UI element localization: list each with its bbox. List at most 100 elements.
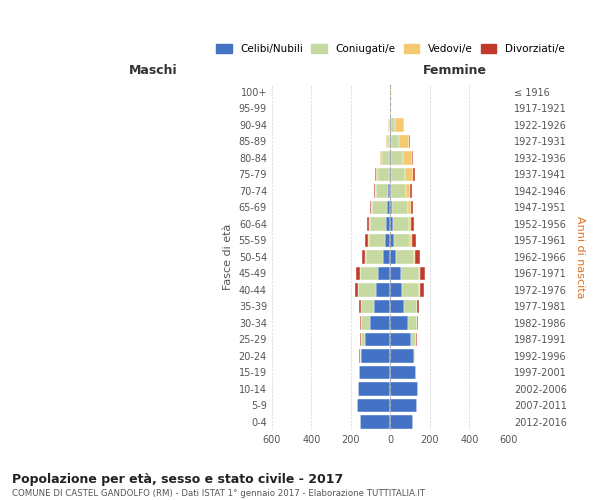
Bar (391, 382, 418, 396)
Bar (408, 200, 411, 214)
Bar (391, 266, 401, 280)
Bar (360, 266, 377, 280)
Bar (389, 118, 390, 132)
Bar (371, 200, 388, 214)
Bar (417, 300, 419, 313)
Bar (386, 134, 388, 148)
Bar (358, 283, 376, 296)
Bar (391, 151, 403, 164)
Bar (367, 217, 368, 230)
Bar (391, 366, 416, 379)
Bar (391, 168, 405, 181)
Bar (361, 316, 370, 330)
Bar (391, 283, 402, 296)
Bar (383, 250, 391, 264)
Bar (403, 151, 412, 164)
Bar (401, 266, 419, 280)
Bar (394, 234, 410, 247)
Bar (368, 217, 370, 230)
Bar (398, 134, 409, 148)
Bar (357, 398, 391, 412)
Bar (360, 349, 361, 362)
Bar (411, 332, 416, 346)
Text: COMUNE DI CASTEL GANDOLFO (RM) - Dati ISTAT 1° gennaio 2017 - Elaborazione TUTTI: COMUNE DI CASTEL GANDOLFO (RM) - Dati IS… (12, 489, 425, 498)
Bar (402, 283, 419, 296)
Bar (365, 332, 391, 346)
Bar (374, 184, 376, 198)
Bar (391, 398, 417, 412)
Bar (378, 168, 389, 181)
Bar (376, 283, 391, 296)
Text: Popolazione per età, sesso e stato civile - 2017: Popolazione per età, sesso e stato civil… (12, 472, 343, 486)
Bar (408, 316, 417, 330)
Bar (388, 200, 391, 214)
Bar (412, 234, 416, 247)
Bar (412, 151, 413, 164)
Bar (410, 184, 412, 198)
Bar (359, 349, 360, 362)
Y-axis label: Anni di nascita: Anni di nascita (575, 216, 585, 298)
Bar (411, 200, 413, 214)
Bar (405, 168, 413, 181)
Bar (370, 217, 386, 230)
Bar (380, 151, 382, 164)
Bar (391, 332, 411, 346)
Bar (361, 349, 391, 362)
Bar (415, 250, 420, 264)
Bar (394, 217, 409, 230)
Bar (358, 382, 391, 396)
Bar (355, 283, 358, 296)
Bar (365, 250, 383, 264)
Bar (419, 266, 420, 280)
Bar (368, 234, 385, 247)
Y-axis label: Fasce di età: Fasce di età (223, 224, 233, 290)
Bar (409, 217, 411, 230)
Bar (411, 217, 414, 230)
Bar (389, 151, 391, 164)
Bar (420, 266, 425, 280)
Bar (404, 300, 417, 313)
Bar (391, 217, 394, 230)
Bar (391, 316, 408, 330)
Bar (388, 184, 391, 198)
Bar (385, 234, 391, 247)
Bar (413, 168, 415, 181)
Bar (392, 200, 408, 214)
Bar (361, 332, 365, 346)
Bar (406, 184, 410, 198)
Bar (360, 332, 361, 346)
Bar (396, 250, 414, 264)
Bar (360, 316, 361, 330)
Bar (374, 300, 391, 313)
Bar (409, 134, 410, 148)
Bar (365, 234, 368, 247)
Bar (420, 283, 424, 296)
Text: Femmine: Femmine (422, 64, 487, 77)
Bar (414, 349, 415, 362)
Bar (414, 250, 415, 264)
Bar (391, 300, 404, 313)
Bar (360, 415, 391, 428)
Bar (416, 332, 417, 346)
Legend: Celibi/Nubili, Coniugati/e, Vedovi/e, Divorziati/e: Celibi/Nubili, Coniugati/e, Vedovi/e, Di… (213, 40, 568, 57)
Bar (376, 184, 388, 198)
Bar (359, 300, 361, 313)
Bar (417, 316, 418, 330)
Bar (382, 151, 389, 164)
Bar (386, 217, 391, 230)
Bar (362, 250, 365, 264)
Bar (388, 134, 390, 148)
Bar (370, 316, 391, 330)
Text: Maschi: Maschi (129, 64, 178, 77)
Bar (388, 118, 389, 132)
Bar (389, 168, 391, 181)
Bar (391, 250, 396, 264)
Bar (370, 200, 371, 214)
Bar (391, 184, 406, 198)
Bar (361, 300, 374, 313)
Bar (410, 234, 412, 247)
Bar (395, 118, 404, 132)
Bar (391, 234, 394, 247)
Bar (376, 168, 378, 181)
Bar (391, 134, 398, 148)
